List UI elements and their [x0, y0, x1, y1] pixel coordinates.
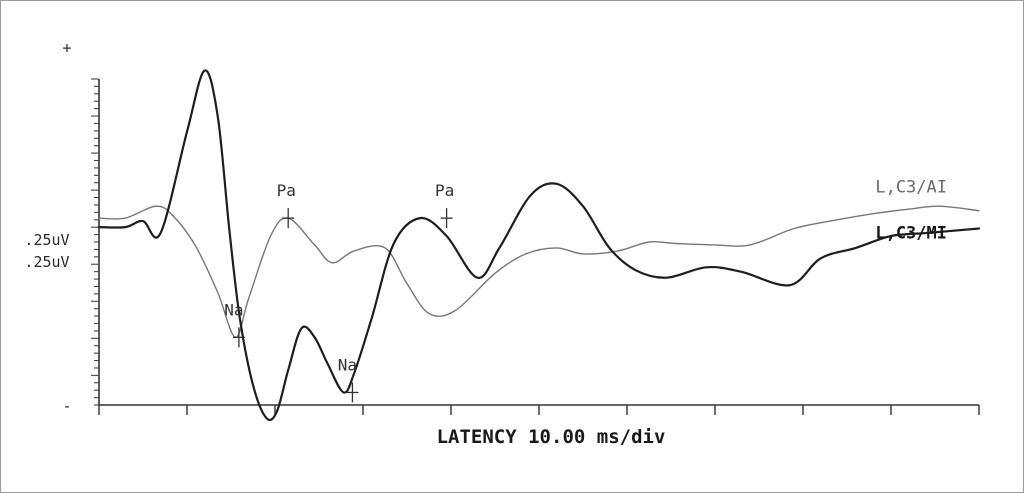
peak-label: Na	[338, 355, 357, 374]
scale-label: .25uV	[24, 253, 69, 271]
scale-label: .25uV	[24, 231, 69, 249]
series-line-2	[97, 69, 981, 422]
series-name-label: L,C3/AI	[875, 178, 947, 198]
positive-polarity-label: +	[62, 39, 71, 57]
x-axis-label: LATENCY 10.00 ms/div	[437, 426, 666, 448]
peak-label: Pa	[277, 181, 296, 200]
series-line-1	[98, 205, 980, 338]
peak-label: Na	[224, 300, 243, 319]
negative-polarity-label: -	[62, 397, 71, 415]
peak-label: Pa	[435, 181, 454, 200]
series-name-label: L,C3/MI	[875, 224, 947, 244]
